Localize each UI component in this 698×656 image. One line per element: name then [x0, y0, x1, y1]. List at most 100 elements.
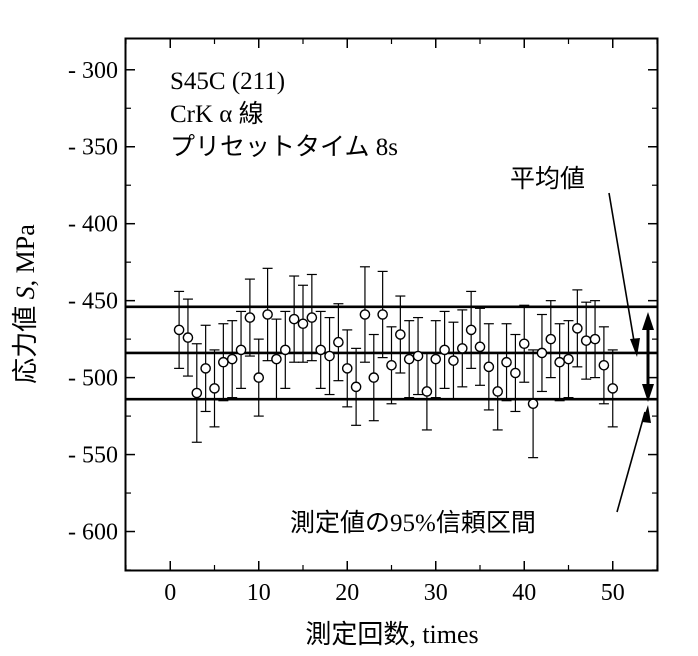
point-marker: [368, 372, 380, 383]
data-point: [607, 349, 619, 428]
point-marker: [244, 312, 256, 323]
point-marker: [235, 344, 247, 356]
point-marker: [421, 386, 433, 397]
data-point: [368, 333, 380, 422]
point-marker: [554, 356, 565, 368]
data-point: [518, 304, 530, 383]
data-point: [386, 326, 397, 405]
annotation-line-1: S45C (211): [170, 68, 285, 95]
data-point: [395, 295, 406, 374]
axis-ticks: 0 10 20 30 40 50 - 300 - 350 - 400 - 450 - 500 - 55…: [68, 39, 658, 606]
y-axis-label-suffix: , MPa: [11, 224, 40, 287]
point-marker: [359, 309, 371, 320]
annotation-line-3: プリセットタイム 8s: [170, 133, 398, 161]
data-point: [430, 320, 442, 399]
point-marker: [306, 312, 318, 323]
point-marker: [456, 343, 468, 354]
y-axis-label-symbol: S: [11, 286, 40, 299]
data-point: [483, 323, 495, 411]
data-point: [580, 301, 592, 380]
point-marker: [527, 398, 539, 410]
data-point: [235, 310, 247, 389]
point-marker: [191, 387, 203, 399]
point-marker: [262, 309, 273, 320]
point-marker: [403, 353, 415, 365]
point-marker: [386, 359, 397, 371]
ci-range-arrow: [642, 312, 654, 402]
data-point: [439, 310, 450, 389]
point-marker: [182, 332, 194, 343]
data-point: [191, 343, 203, 443]
point-marker: [395, 329, 406, 340]
x-axis-label: 測定回数, times: [305, 620, 478, 649]
data-point: [297, 284, 309, 363]
point-marker: [218, 356, 229, 368]
point-marker: [518, 338, 530, 350]
annotation-line-2: CrK α 線: [170, 100, 264, 128]
mean-arrow: [608, 192, 640, 357]
data-point: [173, 290, 185, 369]
data-point: [333, 303, 344, 382]
data-point: [421, 352, 433, 431]
x-tick-label: 40: [512, 580, 536, 606]
data-point: [279, 310, 291, 389]
y-tick-label: - 550: [68, 443, 118, 469]
point-marker: [474, 341, 486, 353]
data-point: [324, 316, 335, 396]
x-tick-label: 50: [601, 580, 625, 606]
data-point: [554, 323, 565, 402]
data-point: [377, 270, 388, 359]
data-point: [182, 298, 194, 377]
data-point: [492, 352, 504, 431]
data-point: [200, 324, 211, 413]
point-marker: [572, 323, 583, 334]
ci-label: 測定値の95%信頼区間: [290, 509, 536, 537]
data-point: [253, 338, 265, 417]
data-point: [315, 310, 327, 389]
x-tick-label: 0: [164, 580, 176, 606]
y-axis-label-prefix: 応力値: [11, 299, 40, 384]
y-tick-label: - 400: [68, 212, 118, 238]
x-tick-label: 20: [335, 580, 359, 606]
point-marker: [580, 335, 592, 346]
data-point: [545, 300, 557, 379]
x-tick-label: 30: [424, 580, 448, 606]
data-point: [209, 349, 220, 428]
point-marker: [226, 353, 238, 365]
point-marker: [271, 353, 282, 365]
point-marker: [377, 309, 388, 320]
data-points: [173, 266, 619, 459]
data-point: [412, 316, 424, 396]
point-marker: [598, 359, 610, 371]
data-point: [598, 326, 610, 405]
point-marker: [173, 324, 185, 336]
point-marker: [350, 381, 362, 393]
point-marker: [209, 383, 220, 394]
ci-arrow: [616, 405, 651, 513]
data-point: [572, 289, 583, 368]
point-marker: [465, 324, 477, 336]
data-point: [341, 329, 353, 408]
data-point: [403, 320, 415, 399]
point-marker: [439, 344, 450, 356]
data-point: [527, 349, 539, 459]
point-marker: [288, 313, 300, 325]
point-marker: [341, 363, 353, 374]
data-point: [288, 275, 300, 363]
point-marker: [200, 363, 211, 374]
x-tick-label: 10: [247, 580, 271, 606]
data-point: [465, 290, 477, 369]
point-marker: [483, 361, 495, 373]
point-marker: [607, 383, 619, 394]
data-point: [536, 313, 548, 393]
data-point: [271, 318, 282, 400]
point-marker: [324, 350, 335, 362]
y-tick-label: - 350: [68, 135, 118, 161]
point-marker: [430, 353, 442, 365]
y-tick-label: - 450: [68, 289, 118, 315]
data-point: [510, 333, 521, 413]
data-point: [226, 320, 238, 399]
data-point: [501, 323, 512, 402]
point-marker: [412, 350, 424, 362]
